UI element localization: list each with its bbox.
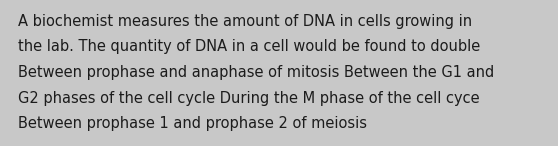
Text: G2 phases of the cell cycle During the M phase of the cell cyce: G2 phases of the cell cycle During the M… (18, 91, 480, 106)
Text: Between prophase and anaphase of mitosis Between the G1 and: Between prophase and anaphase of mitosis… (18, 65, 494, 80)
Text: Between prophase 1 and prophase 2 of meiosis: Between prophase 1 and prophase 2 of mei… (18, 116, 367, 131)
Text: A biochemist measures the amount of DNA in cells growing in: A biochemist measures the amount of DNA … (18, 14, 472, 29)
Text: the lab. The quantity of DNA in a cell would be found to double: the lab. The quantity of DNA in a cell w… (18, 40, 480, 54)
